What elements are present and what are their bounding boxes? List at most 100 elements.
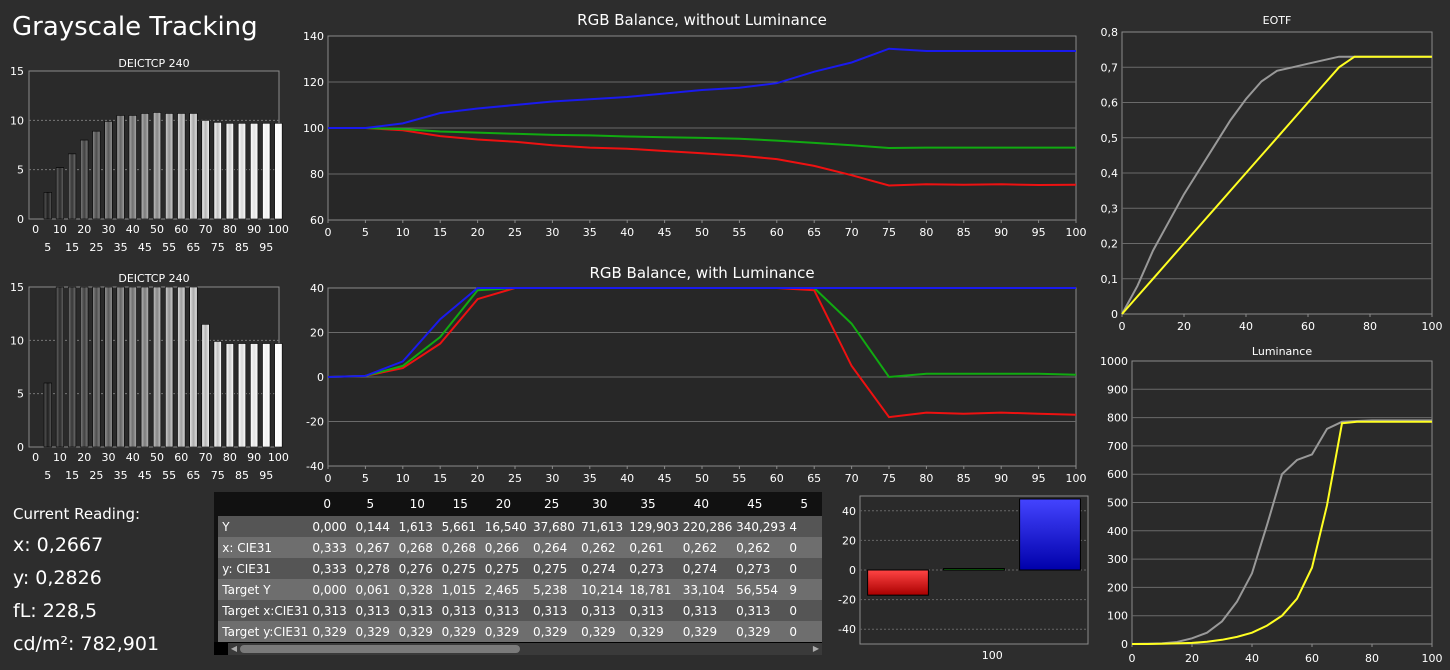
x-tick-label: 30 bbox=[101, 223, 115, 236]
current-reading-heading: Current Reading: bbox=[13, 505, 141, 523]
table-row[interactable]: Y 0,000 0,144 1,613 5,661 16,540 37,680 71,613 1… bbox=[214, 516, 822, 537]
table-row[interactable]: y: CIE31 0,333 0,278 0,276 0,275 0,275 0,275 0,… bbox=[214, 558, 822, 579]
current-bar-red bbox=[867, 569, 929, 596]
table-horizontal-scrollbar[interactable]: ◀ ▶ bbox=[228, 643, 822, 655]
y-tick-label: 5 bbox=[17, 388, 24, 401]
chart-title: Luminance bbox=[1252, 345, 1312, 358]
table-cell: 0,273 bbox=[629, 558, 683, 579]
table-cell: 0,275 bbox=[441, 558, 485, 579]
x-tick-label: 20 bbox=[471, 226, 485, 239]
x-tick-label: 75 bbox=[211, 241, 225, 254]
x-tick-label: 0 bbox=[325, 472, 332, 485]
table-cell: 0,061 bbox=[355, 579, 399, 600]
column-header[interactable]: 10 bbox=[398, 492, 442, 516]
row-marker[interactable] bbox=[214, 558, 219, 579]
x-tick-label: 35 bbox=[114, 241, 128, 254]
column-header[interactable]: 30 bbox=[581, 492, 630, 516]
x-tick-label: 80 bbox=[1365, 652, 1379, 665]
de-bar-90 bbox=[250, 122, 259, 220]
x-tick-label: 15 bbox=[433, 226, 447, 239]
table-row[interactable]: Target x:CIE31 0,313 0,313 0,313 0,313 0,313 0… bbox=[214, 600, 822, 621]
y-tick-label: -20 bbox=[306, 416, 324, 429]
x-tick-label: 70 bbox=[845, 472, 859, 485]
chart-title: DEICTCP 240 bbox=[118, 57, 189, 70]
chart-title: RGB Balance, with Luminance bbox=[589, 264, 814, 282]
table-cell: 0,266 bbox=[484, 537, 533, 558]
table-header-row: 0 5 10 15 20 25 30 35 40 45 5 bbox=[214, 492, 822, 516]
table-row[interactable]: x: CIE31 0,333 0,267 0,268 0,268 0,266 0,264 0,… bbox=[214, 537, 822, 558]
y-tick-label: 120 bbox=[303, 76, 324, 89]
column-header[interactable]: 35 bbox=[629, 492, 683, 516]
y-tick-label: 0 bbox=[1121, 638, 1128, 651]
x-tick-label: 100 bbox=[982, 649, 1003, 662]
de-bar-40 bbox=[128, 115, 137, 220]
x-tick-label: 50 bbox=[150, 223, 164, 236]
column-header[interactable]: 45 bbox=[736, 492, 790, 516]
table-cell: 0,313 bbox=[581, 600, 630, 621]
table-cell: 0,328 bbox=[398, 579, 442, 600]
y-tick-label: 100 bbox=[1107, 610, 1128, 623]
series-line-green bbox=[328, 127, 1076, 150]
column-header[interactable]: 0 bbox=[312, 492, 356, 516]
table-row[interactable]: Target y:CIE31 0,329 0,329 0,329 0,329 0,329 0… bbox=[214, 621, 822, 642]
table-cell: 0,313 bbox=[532, 600, 582, 621]
table-cell: 0,276 bbox=[398, 558, 442, 579]
row-marker[interactable] bbox=[214, 600, 219, 621]
x-tick-label: 90 bbox=[247, 451, 261, 464]
page-title: Grayscale Tracking bbox=[12, 12, 258, 42]
table-cell: 0 bbox=[789, 621, 822, 642]
x-tick-label: 95 bbox=[259, 469, 273, 482]
x-tick-label: 10 bbox=[396, 226, 410, 239]
row-marker[interactable] bbox=[214, 621, 219, 642]
x-tick-label: 65 bbox=[807, 472, 821, 485]
series-line-yellow bbox=[1121, 55, 1432, 315]
row-marker[interactable] bbox=[214, 516, 219, 537]
de-bar-50 bbox=[152, 112, 162, 220]
table-cell: 71,613 bbox=[581, 516, 630, 537]
scroll-right-icon[interactable]: ▶ bbox=[812, 644, 820, 653]
table-cell: 0,333 bbox=[312, 558, 356, 579]
x-tick-label: 85 bbox=[957, 226, 971, 239]
row-marker[interactable] bbox=[214, 537, 219, 558]
y-tick-label: 100 bbox=[303, 122, 324, 135]
row-marker[interactable] bbox=[214, 579, 219, 600]
x-tick-label: 70 bbox=[199, 451, 213, 464]
x-tick-label: 55 bbox=[732, 226, 746, 239]
series-line-yellow bbox=[1132, 420, 1432, 645]
y-tick-label: 0,6 bbox=[1101, 97, 1119, 110]
row-label: Target x:CIE31 bbox=[218, 600, 313, 621]
x-tick-label: 60 bbox=[174, 451, 188, 464]
scroll-thumb[interactable] bbox=[240, 645, 520, 653]
column-header[interactable]: 40 bbox=[682, 492, 737, 516]
column-header[interactable]: 25 bbox=[532, 492, 582, 516]
table-cell: 37,680 bbox=[532, 516, 582, 537]
y-tick-label: 500 bbox=[1107, 497, 1128, 510]
x-tick-label: 100 bbox=[1422, 652, 1443, 665]
x-tick-label: 90 bbox=[247, 223, 261, 236]
y-tick-label: 0 bbox=[317, 371, 324, 384]
y-tick-label: 700 bbox=[1107, 440, 1128, 453]
de-bar-90 bbox=[250, 343, 259, 448]
scroll-left-icon[interactable]: ◀ bbox=[230, 644, 238, 653]
de-bar-80 bbox=[225, 343, 234, 448]
reading-y: y: 0,2826 bbox=[13, 567, 102, 589]
reading-x: x: 0,2667 bbox=[13, 534, 104, 556]
x-tick-label: 80 bbox=[223, 451, 237, 464]
column-header[interactable]: 15 bbox=[441, 492, 485, 516]
table-cell: 0,313 bbox=[355, 600, 399, 621]
x-tick-label: 20 bbox=[77, 223, 91, 236]
y-tick-label: 800 bbox=[1107, 412, 1128, 425]
x-tick-label: 25 bbox=[89, 241, 103, 254]
table-row[interactable]: Target Y 0,000 0,061 0,328 1,015 2,465 5,238 10… bbox=[214, 579, 822, 600]
column-header[interactable]: 5 bbox=[789, 492, 822, 516]
x-tick-label: 50 bbox=[150, 451, 164, 464]
y-tick-label: 0 bbox=[1111, 308, 1118, 321]
table-cell: 0,273 bbox=[736, 558, 790, 579]
x-tick-label: 20 bbox=[1185, 652, 1199, 665]
y-tick-label: 400 bbox=[1107, 525, 1128, 538]
table-cell: 220,286 bbox=[682, 516, 737, 537]
table-cell: 0,329 bbox=[355, 621, 399, 642]
column-header[interactable]: 20 bbox=[484, 492, 533, 516]
x-tick-label: 35 bbox=[114, 469, 128, 482]
column-header[interactable]: 5 bbox=[355, 492, 399, 516]
